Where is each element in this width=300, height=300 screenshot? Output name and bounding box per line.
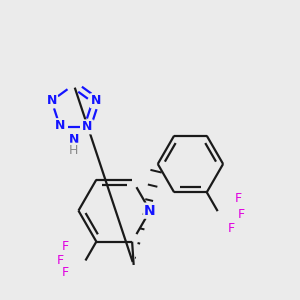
Text: N: N [55, 119, 65, 132]
Text: N: N [91, 94, 101, 107]
Text: H: H [69, 144, 79, 157]
Text: F: F [62, 266, 69, 279]
Text: N: N [144, 204, 156, 218]
Text: N: N [82, 120, 93, 134]
Text: F: F [234, 192, 242, 205]
Text: F: F [62, 240, 69, 253]
Text: F: F [57, 254, 64, 267]
Text: F: F [228, 222, 235, 235]
Text: N: N [46, 94, 57, 107]
Text: N: N [69, 133, 79, 146]
Text: F: F [237, 208, 244, 221]
